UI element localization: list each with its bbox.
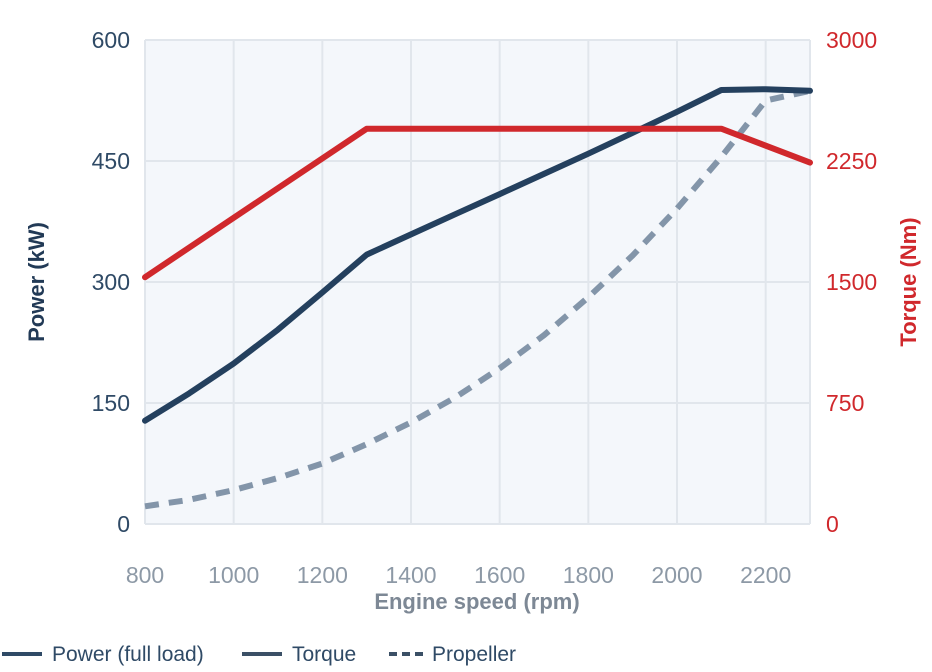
y-axis-right-title: Torque (Nm)	[896, 217, 921, 346]
y-axis-left-title: Power (kW)	[24, 222, 49, 342]
x-tick-label: 1400	[385, 562, 436, 588]
propeller-curve	[144, 87, 811, 510]
x-tick-label: 1600	[474, 562, 525, 588]
x-tick-label: 1000	[208, 562, 259, 588]
y-right-tick-label: 2250	[826, 148, 877, 174]
x-tick-label: 1800	[563, 562, 614, 588]
grid	[144, 39, 811, 525]
power-curve	[142, 86, 813, 424]
y-left-tick-label: 600	[92, 27, 130, 53]
y-right-tick-label: 0	[826, 511, 839, 537]
x-axis-title: Engine speed (rpm)	[374, 589, 579, 614]
torque-curve	[142, 125, 813, 281]
y-right-tick-label: 750	[826, 390, 864, 416]
y-left-tick-label: 300	[92, 269, 130, 295]
legend: Power (full load) Torque Propeller	[2, 643, 516, 666]
legend-label-propeller: Propeller	[432, 643, 516, 666]
series-layer	[142, 86, 813, 510]
y-left-tick-label: 0	[117, 511, 130, 537]
legend-label-power: Power (full load)	[52, 643, 204, 666]
x-tick-label: 1200	[297, 562, 348, 588]
x-tick-label: 800	[126, 562, 164, 588]
y-left-tick-label: 450	[92, 148, 130, 174]
y-right-tick-label: 3000	[826, 27, 877, 53]
legend-label-torque: Torque	[292, 643, 356, 666]
ticks: 800 1000 1200 1400 1600 1800 2000 2200 0 150 300 45…	[92, 27, 878, 588]
x-tick-label: 2200	[740, 562, 791, 588]
x-tick-label: 2000	[651, 562, 702, 588]
y-right-tick-label: 1500	[826, 269, 877, 295]
y-left-tick-label: 150	[92, 390, 130, 416]
